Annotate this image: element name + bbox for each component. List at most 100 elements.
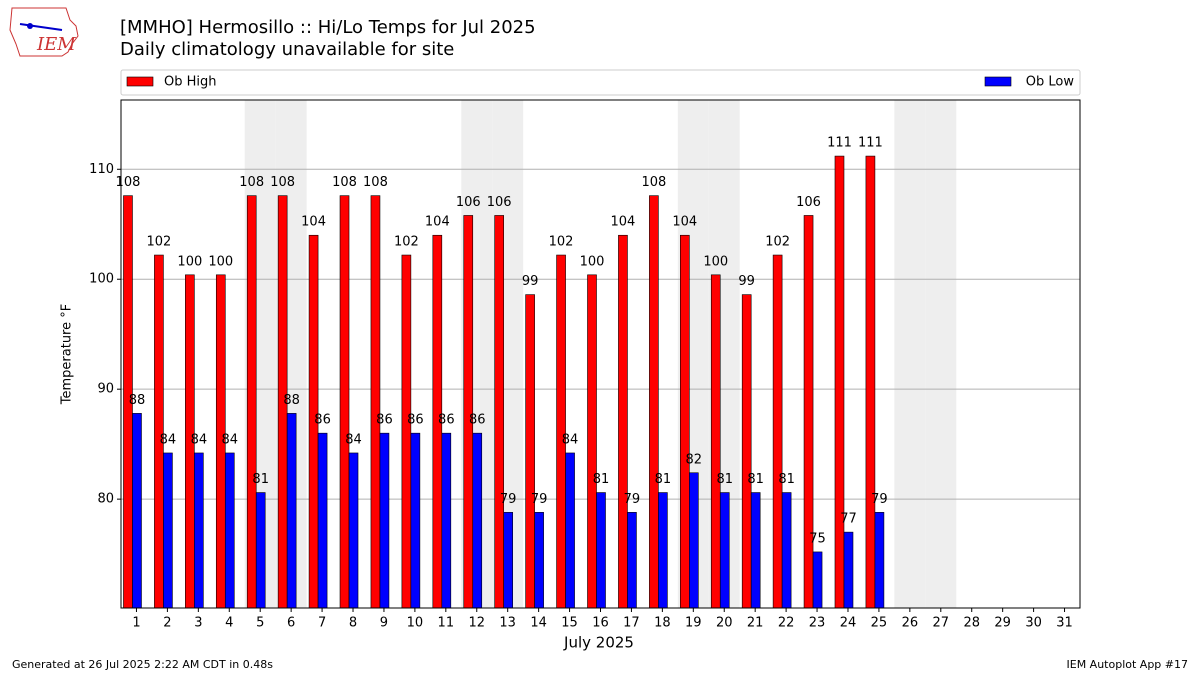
x-tick-label: 5 [256,616,264,631]
x-tick-label: 19 [685,616,702,631]
bar [317,432,328,609]
legend-label: Ob Low [1026,75,1075,90]
logo-text: IEM [36,34,76,55]
data-label: 108 [116,175,141,190]
data-label: 79 [531,492,548,507]
bar [587,274,597,609]
data-label: 99 [738,274,755,289]
data-label: 100 [177,254,202,269]
data-label: 79 [871,492,888,507]
bar [750,492,761,609]
data-label: 106 [796,195,821,210]
data-label: 102 [765,235,790,250]
bar [834,155,845,609]
bar [286,413,297,609]
bar [565,452,575,609]
y-tick-label: 80 [97,492,114,507]
plot-frame [120,99,1081,609]
data-label: 81 [593,472,610,487]
data-label: 104 [611,215,636,230]
x-tick-label: 7 [318,616,326,631]
bar [534,512,544,609]
legend-swatch [126,76,154,87]
x-tick-label: 20 [716,616,733,631]
bar [441,432,452,609]
bar [472,432,483,609]
x-tick-label: 24 [840,616,857,631]
data-label: 106 [456,195,481,210]
x-tick-label: 10 [407,616,424,631]
bar [525,294,535,609]
data-label: 86 [407,413,424,428]
data-label: 106 [487,195,512,210]
bar [680,234,690,609]
x-tick-label: 22 [778,616,795,631]
x-tick-label: 9 [380,616,388,631]
bar [689,472,699,609]
data-label: 84 [562,432,579,447]
x-tick-label: 29 [994,616,1011,631]
logo: IEM [9,7,79,57]
data-label: 86 [469,413,486,428]
bar [843,531,854,609]
x-tick-label: 18 [654,616,671,631]
data-label: 88 [283,393,300,408]
bar [348,452,359,609]
bar [246,195,257,609]
bar [370,195,381,609]
footer-right: IEM Autoplot App #17 [1067,658,1189,671]
data-label: 81 [747,472,764,487]
x-tick-label: 1 [132,616,140,631]
data-label: 86 [376,413,393,428]
bar [741,294,752,609]
bar [339,195,350,609]
bar [194,452,204,609]
data-label: 102 [549,235,574,250]
x-tick-label: 25 [871,616,888,631]
data-label: 84 [222,432,239,447]
bar [812,551,823,609]
bar [163,452,173,609]
bar [494,215,504,609]
data-label: 86 [438,413,455,428]
x-tick-label: 4 [225,616,233,631]
data-label: 84 [345,432,362,447]
bar [224,452,235,609]
data-label: 84 [191,432,208,447]
x-axis-label: July 2025 [563,634,634,652]
data-label: 79 [624,492,641,507]
bar [781,492,792,609]
x-tick-label: 17 [623,616,640,631]
data-label: 111 [858,136,883,151]
chart-title: [MMHO] Hermosillo :: Hi/Lo Temps for Jul… [120,17,536,38]
weekend-shade [925,100,957,608]
x-tick-label: 8 [349,616,357,631]
data-label: 81 [252,472,269,487]
data-label: 77 [840,512,857,527]
legend [120,69,1081,96]
bar [772,254,783,609]
data-label: 81 [778,472,795,487]
data-label: 86 [314,413,331,428]
data-label: 108 [239,175,264,190]
data-label: 75 [809,531,826,546]
data-label: 81 [655,472,672,487]
data-label: 100 [703,254,728,269]
x-tick-label: 27 [933,616,950,631]
legend-label: Ob High [164,75,217,90]
data-label: 81 [716,472,733,487]
data-label: 108 [641,175,666,190]
data-label: 99 [522,274,539,289]
data-label: 104 [672,215,697,230]
bar [255,492,266,609]
bar [618,234,628,609]
y-tick-label: 110 [89,162,114,177]
bar [649,195,659,609]
x-tick-label: 21 [747,616,764,631]
x-tick-label: 31 [1056,616,1073,631]
x-tick-label: 23 [809,616,826,631]
weekend-shade [894,100,926,608]
data-label: 84 [160,432,177,447]
bar [596,492,606,609]
